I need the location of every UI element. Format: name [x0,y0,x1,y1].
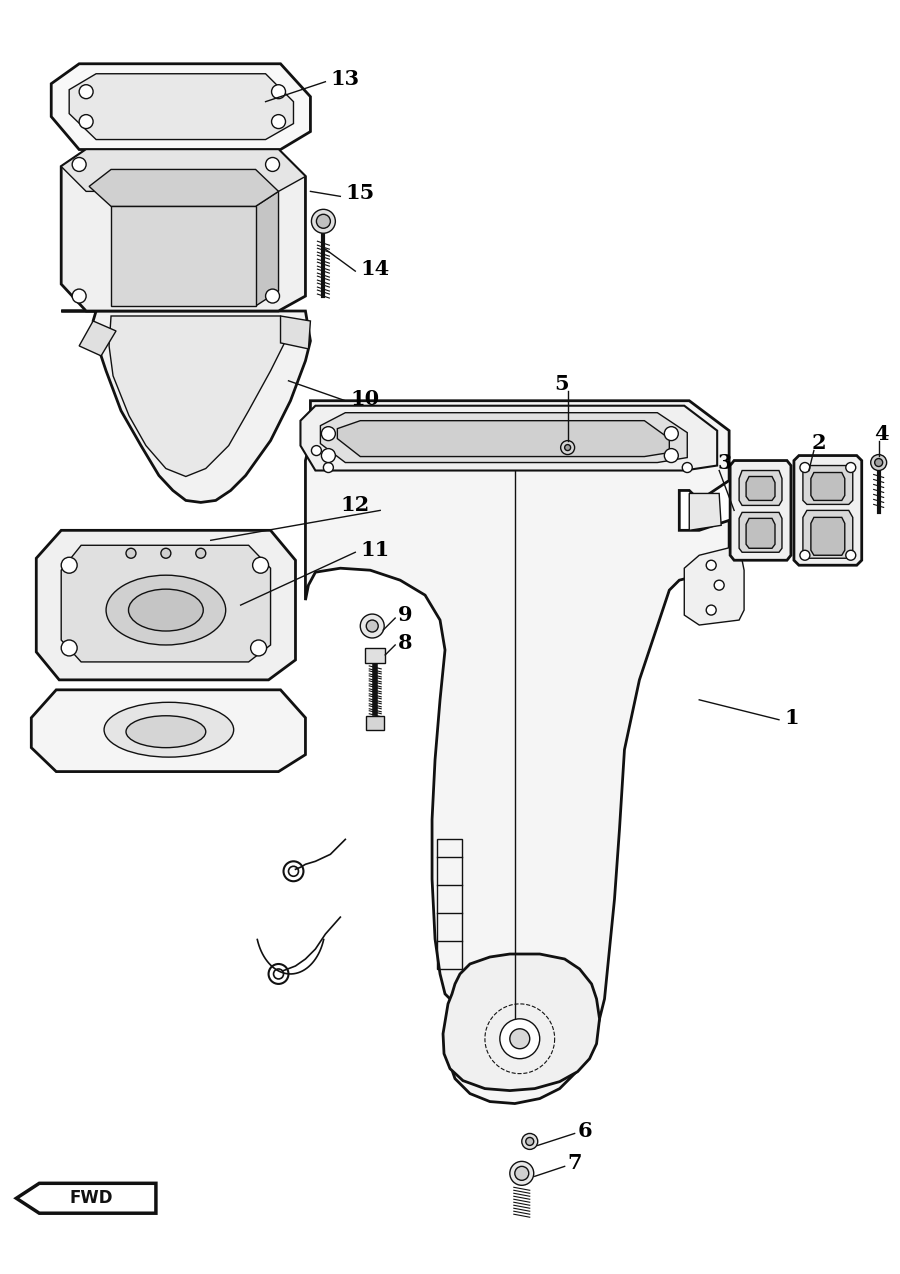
Ellipse shape [104,702,234,757]
Circle shape [72,158,86,172]
Circle shape [561,441,574,455]
Circle shape [250,640,266,656]
Polygon shape [36,530,295,680]
Polygon shape [366,716,384,730]
Circle shape [253,557,268,573]
Circle shape [515,1167,529,1180]
Circle shape [272,115,285,129]
Circle shape [323,462,333,473]
Ellipse shape [106,575,226,645]
Ellipse shape [126,716,206,748]
Polygon shape [746,519,775,548]
Polygon shape [109,316,285,476]
Text: 4: 4 [874,424,888,443]
Text: 11: 11 [360,540,390,561]
Polygon shape [305,401,729,1103]
Polygon shape [301,405,717,470]
Circle shape [706,561,716,571]
Text: 5: 5 [554,373,570,394]
Circle shape [321,448,336,462]
Polygon shape [739,470,782,506]
Polygon shape [51,64,310,149]
Circle shape [706,605,716,615]
Circle shape [161,548,171,558]
Circle shape [61,557,77,573]
Text: 7: 7 [568,1153,582,1173]
Circle shape [509,1029,530,1049]
Polygon shape [79,321,116,355]
Polygon shape [443,954,599,1091]
Polygon shape [32,689,305,772]
Polygon shape [730,460,791,561]
Circle shape [664,427,679,441]
Text: FWD: FWD [69,1189,112,1208]
Text: 1: 1 [784,708,798,727]
Circle shape [272,84,285,98]
Circle shape [79,115,93,129]
Circle shape [311,446,321,456]
Text: 10: 10 [350,389,380,409]
Circle shape [360,614,384,638]
Circle shape [875,459,883,466]
Circle shape [715,580,724,590]
Circle shape [846,462,856,473]
Circle shape [846,550,856,561]
Circle shape [366,620,378,632]
Polygon shape [684,545,744,626]
Polygon shape [281,316,310,349]
Polygon shape [811,473,845,501]
Polygon shape [338,420,670,456]
Circle shape [509,1162,534,1185]
Text: 2: 2 [812,433,826,452]
Polygon shape [256,191,278,306]
Text: 9: 9 [398,605,413,626]
Circle shape [664,448,679,462]
Polygon shape [61,149,305,191]
Polygon shape [811,517,845,555]
Circle shape [526,1138,534,1145]
Circle shape [266,289,280,303]
Text: 14: 14 [360,259,390,279]
Polygon shape [69,74,293,140]
Polygon shape [803,511,853,558]
Polygon shape [794,456,861,566]
Circle shape [126,548,136,558]
Text: 3: 3 [717,452,732,473]
Circle shape [311,209,336,233]
Text: 8: 8 [398,633,413,654]
Circle shape [317,214,330,228]
Circle shape [72,289,86,303]
Polygon shape [320,413,688,462]
Polygon shape [803,465,853,505]
Circle shape [61,640,77,656]
Text: 15: 15 [346,183,374,204]
Circle shape [870,455,886,470]
Circle shape [564,445,571,451]
Text: 6: 6 [578,1121,592,1142]
Circle shape [79,84,93,98]
Text: 12: 12 [340,496,370,516]
Circle shape [500,1019,540,1059]
Circle shape [196,548,206,558]
Circle shape [800,550,810,561]
Polygon shape [61,149,305,311]
Circle shape [522,1134,537,1149]
Text: 13: 13 [330,69,359,89]
Polygon shape [365,648,385,662]
Polygon shape [16,1184,156,1213]
Circle shape [266,158,280,172]
Polygon shape [739,512,782,552]
Polygon shape [689,493,721,530]
Circle shape [321,427,336,441]
Circle shape [800,462,810,473]
Ellipse shape [129,589,203,631]
Circle shape [682,462,692,473]
Polygon shape [61,545,271,662]
Polygon shape [746,476,775,501]
Polygon shape [89,169,278,206]
Polygon shape [61,311,310,502]
Polygon shape [111,206,256,306]
